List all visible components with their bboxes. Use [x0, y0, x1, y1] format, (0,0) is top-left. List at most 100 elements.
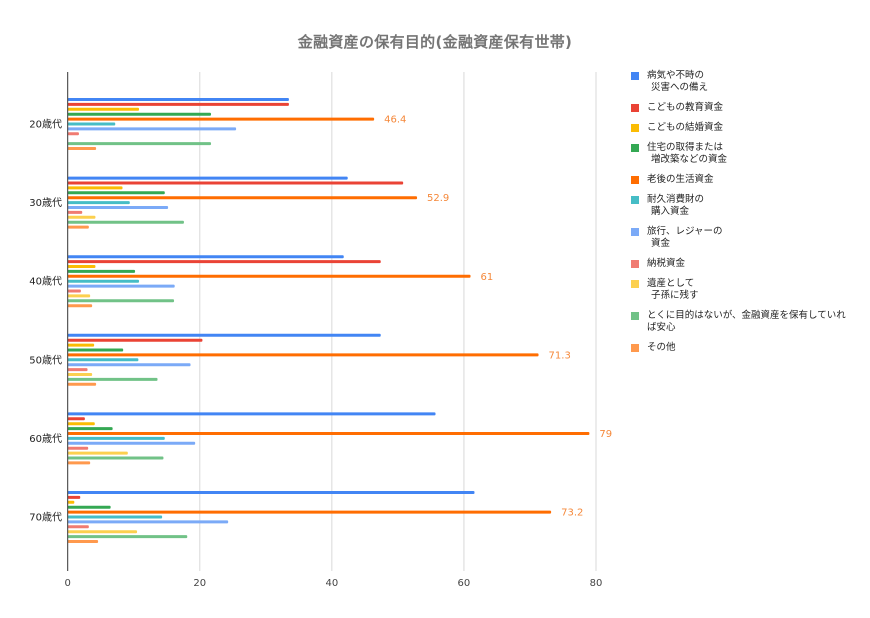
legend-swatch-icon — [631, 344, 639, 352]
bar — [67, 461, 91, 465]
bar — [67, 284, 175, 288]
bar — [67, 432, 590, 435]
legend-item[interactable]: とくに目的はないが、金融資産を保有していれ ば安心 — [631, 310, 846, 334]
legend-item[interactable]: 住宅の取得または 増改築などの資金 — [631, 142, 846, 166]
legend-item[interactable]: 納税資金 — [631, 258, 846, 270]
bar — [67, 304, 93, 308]
bar — [67, 147, 97, 150]
bar — [67, 373, 93, 376]
bar — [67, 515, 163, 519]
bar — [67, 191, 165, 195]
legend-label: 住宅の取得または 増改築などの資金 — [647, 142, 727, 166]
legend-label-line: 子孫に残す — [651, 290, 699, 301]
legend-label: とくに目的はないが、金融資産を保有していれ ば安心 — [647, 310, 846, 334]
bar — [67, 510, 552, 514]
legend-item[interactable]: 遺産として 子孫に残す — [631, 278, 846, 302]
bar — [67, 491, 475, 494]
bar — [67, 343, 95, 347]
bar — [67, 525, 89, 529]
bar — [67, 540, 99, 543]
legend-swatch-icon — [631, 124, 639, 132]
legend-label: 遺産として 子孫に残す — [647, 278, 699, 302]
legend-swatch-icon — [631, 72, 639, 80]
bar — [67, 117, 375, 121]
bar — [67, 441, 196, 445]
legend-label-line: 遺産として — [647, 278, 695, 289]
bar — [67, 382, 97, 386]
bar — [67, 274, 471, 278]
legend-label-line: 耐久消費財の — [647, 194, 705, 205]
data-label: 73.2 — [561, 508, 583, 519]
bar — [67, 535, 188, 539]
legend-item[interactable]: 病気や不時の 災害への備え — [631, 70, 846, 94]
legend-label: 納税資金 — [647, 258, 685, 270]
legend-swatch-icon — [631, 228, 639, 236]
bar — [67, 289, 81, 293]
legend-item[interactable]: こどもの結婚資金 — [631, 122, 846, 134]
legend-label-line: 住宅の取得または — [647, 142, 724, 153]
bar — [67, 520, 229, 524]
legend-label-line: その他 — [647, 342, 676, 353]
x-tick-label: 0 — [65, 578, 71, 589]
bar — [67, 422, 95, 426]
category-label: 50歳代 — [29, 354, 62, 366]
legend-label-line: 購入資金 — [651, 206, 690, 217]
category-label: 20歳代 — [29, 119, 62, 131]
legend-label-line: 災害への備え — [651, 82, 709, 93]
x-tick-label: 60 — [458, 578, 471, 589]
bar — [67, 225, 89, 229]
bar — [67, 107, 140, 111]
bar — [67, 363, 191, 367]
legend-item[interactable]: こどもの教育資金 — [631, 102, 846, 114]
bar — [67, 102, 289, 106]
bar — [67, 142, 212, 146]
legend-label: 病気や不時の 災害への備え — [647, 70, 708, 94]
data-label: 61 — [481, 272, 494, 283]
bar — [67, 456, 164, 460]
legend-label-line: とくに目的はないが、金融資産を保有していれ — [647, 310, 846, 321]
bar — [67, 412, 436, 416]
bar — [67, 294, 91, 298]
bar — [67, 260, 381, 264]
legend-swatch-icon — [631, 260, 639, 268]
bar — [67, 127, 237, 131]
bar — [67, 176, 348, 180]
bar — [67, 210, 83, 214]
bar — [67, 446, 89, 450]
legend-item[interactable]: 耐久消費財の 購入資金 — [631, 194, 846, 218]
legend-swatch-icon — [631, 196, 639, 204]
category-label: 30歳代 — [29, 197, 62, 209]
legend-item[interactable]: 老後の生活資金 — [631, 174, 846, 186]
legend-swatch-icon — [631, 144, 639, 152]
legend-label: その他 — [647, 342, 676, 354]
x-tick-label: 40 — [325, 578, 338, 589]
legend-item[interactable]: 旅行、レジャーの 資金 — [631, 226, 846, 250]
data-label: 79 — [599, 429, 612, 440]
legend-label: 耐久消費財の 購入資金 — [647, 194, 704, 218]
legend-label: こどもの教育資金 — [647, 102, 723, 114]
data-label: 46.4 — [384, 115, 406, 126]
legend-label: こどもの結婚資金 — [647, 122, 723, 134]
legend-label-line: 増改築などの資金 — [651, 154, 728, 165]
x-tick-label: 20 — [193, 578, 206, 589]
legend-swatch-icon — [631, 176, 639, 184]
bar — [67, 206, 169, 209]
legend-label: 旅行、レジャーの 資金 — [647, 226, 723, 250]
legend-label-line: 病気や不時の — [647, 70, 705, 81]
legend-label-line: ば安心 — [647, 322, 676, 333]
bar — [67, 201, 130, 205]
chart-title: 金融資産の保有目的(金融資産保有世帯) — [297, 33, 573, 51]
legend-swatch-icon — [631, 312, 639, 320]
bar — [67, 132, 79, 136]
legend-label-line: 旅行、レジャーの — [647, 226, 723, 237]
legend-item[interactable]: その他 — [631, 342, 846, 354]
bar — [67, 196, 418, 200]
bar — [67, 220, 184, 224]
bar — [67, 255, 344, 259]
bar — [67, 181, 404, 185]
x-tick-label: 80 — [590, 578, 603, 589]
bar — [67, 377, 158, 381]
bar — [67, 279, 140, 283]
